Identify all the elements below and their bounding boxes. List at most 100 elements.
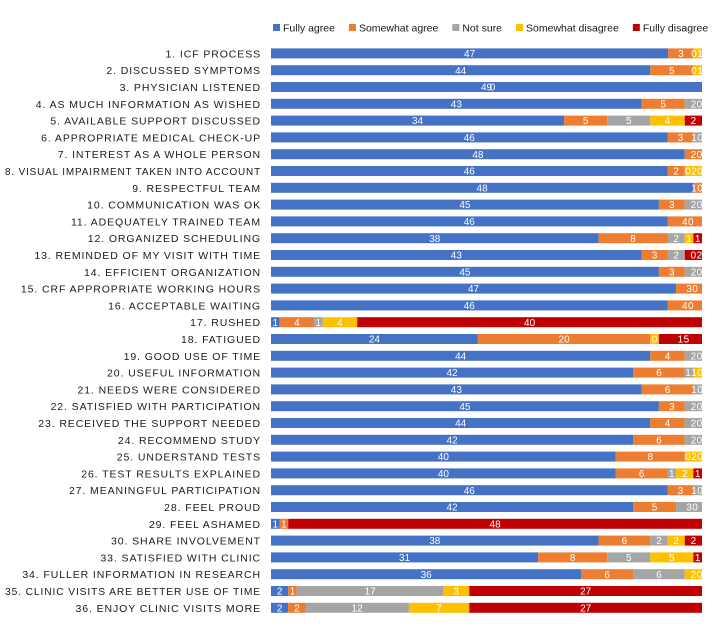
- value-label: 31: [399, 553, 411, 564]
- category-label: 11. ADEQUATELY TRAINED TEAM: [71, 216, 261, 228]
- bar-segment: [271, 485, 668, 496]
- value-label: 2: [691, 267, 697, 278]
- value-label: 2: [691, 570, 697, 581]
- value-label: 6: [665, 385, 671, 396]
- bar-segment: [271, 602, 289, 613]
- value-label: 1: [691, 368, 697, 379]
- bar-segment: [684, 535, 702, 546]
- category-label: 8. VISUAL IMPAIRMENT TAKEN INTO ACCOUNT: [5, 166, 261, 178]
- value-label: 0: [692, 503, 698, 514]
- legend-swatch-3: [516, 24, 524, 31]
- value-label: 49: [481, 83, 493, 94]
- legend: Fully agree Somewhat agree Not sure Somewha…: [273, 23, 708, 35]
- value-label: 43: [451, 99, 463, 110]
- value-label: 2: [277, 603, 283, 614]
- bar-segment: [693, 182, 702, 193]
- value-label: 46: [464, 301, 476, 312]
- value-label: 5: [583, 116, 589, 127]
- bar-segment: [684, 166, 702, 176]
- value-label: 3: [686, 284, 692, 295]
- bar-segment: [641, 384, 694, 395]
- bar-segment: [288, 586, 297, 596]
- bar-segment: [288, 518, 702, 529]
- value-label: 0: [697, 570, 703, 581]
- bar-segment: [641, 250, 668, 260]
- category-label: 22. SATISFIED WITH PARTICIPATION: [51, 401, 261, 413]
- bar-segment: [667, 250, 685, 260]
- value-label: 0: [685, 167, 691, 178]
- bar-segment: [271, 115, 565, 126]
- value-label: 3: [669, 200, 675, 211]
- bar-segment: [684, 418, 702, 428]
- category-label: 20. USEFUL INFORMATION: [107, 368, 261, 380]
- value-label: 40: [524, 318, 536, 329]
- value-label: 45: [459, 200, 471, 211]
- bar-segment: [271, 182, 694, 193]
- value-label: 3: [678, 49, 684, 60]
- value-label: 0: [697, 150, 703, 161]
- value-label: 3: [678, 133, 684, 144]
- category-label: 34. FULLER INFORMATION IN RESEARCH: [22, 569, 261, 581]
- value-label: 6: [639, 469, 645, 480]
- value-label: 2: [691, 536, 697, 547]
- bar-segment: [271, 132, 668, 143]
- value-label: 48: [477, 183, 489, 194]
- legend-swatch-1: [348, 24, 356, 31]
- value-label: 2: [697, 251, 703, 262]
- bar-segment: [633, 434, 685, 445]
- value-label: 1: [691, 486, 697, 497]
- value-label: 6: [622, 536, 628, 547]
- bar-segment: [684, 250, 702, 260]
- value-label: 1: [290, 587, 296, 598]
- bar-segment: [676, 468, 694, 479]
- value-label: 24: [369, 335, 381, 346]
- bar-segment: [684, 434, 702, 445]
- value-label: 0: [697, 486, 703, 497]
- bar-segment: [271, 334, 478, 344]
- bar-segment: [271, 434, 634, 445]
- value-label: 1: [697, 66, 703, 77]
- value-label: 2: [691, 435, 697, 446]
- value-label: 47: [468, 284, 480, 295]
- bar-segment: [676, 283, 702, 294]
- bar-segment: [271, 149, 685, 160]
- bar-segment: [684, 401, 702, 412]
- bar-segment: [641, 98, 685, 109]
- bar-segment: [271, 166, 668, 176]
- value-label: 6: [656, 570, 662, 581]
- value-label: 1: [697, 49, 703, 60]
- bar-segment: [271, 350, 651, 361]
- value-label: 8: [570, 553, 576, 564]
- category-label: 4. AS MUCH INFORMATION AS WISHED: [36, 99, 261, 111]
- category-label: 18. FATIGUED: [181, 334, 261, 346]
- value-label: 4: [665, 351, 671, 362]
- bar-segment: [667, 216, 702, 227]
- bar-segment: [633, 502, 677, 512]
- bar-segment: [650, 334, 659, 344]
- value-label: 5: [626, 553, 632, 564]
- value-label: 7: [436, 603, 442, 614]
- value-label: 2: [691, 452, 697, 463]
- category-label: 17. RUSHED: [190, 317, 261, 329]
- bar-segment: [658, 199, 685, 210]
- category-label: 24. RECOMMEND STUDY: [118, 435, 261, 447]
- bar-segment: [271, 199, 659, 210]
- bar-segment: [271, 586, 289, 596]
- bar-segment: [693, 65, 702, 76]
- category-label: 23. RECEIVED THE SUPPORT NEEDED: [38, 418, 261, 430]
- category-label: 29. FEEL ASHAMED: [149, 519, 261, 531]
- bar-segment: [538, 552, 608, 563]
- value-label: 20: [559, 335, 571, 346]
- value-label: 0: [697, 402, 703, 413]
- value-label: 5: [684, 335, 690, 346]
- value-label: 43: [451, 385, 463, 396]
- bar-segment: [443, 586, 470, 596]
- value-label: 12: [352, 603, 364, 614]
- bar-segment: [305, 602, 409, 613]
- bar-segment: [650, 418, 685, 428]
- value-label: 1: [281, 519, 287, 530]
- value-label: 1: [691, 183, 697, 194]
- value-label: 0: [697, 167, 703, 178]
- category-label: 33. SATISFIED WITH CLINIC: [100, 552, 261, 564]
- bar-segment: [684, 233, 694, 244]
